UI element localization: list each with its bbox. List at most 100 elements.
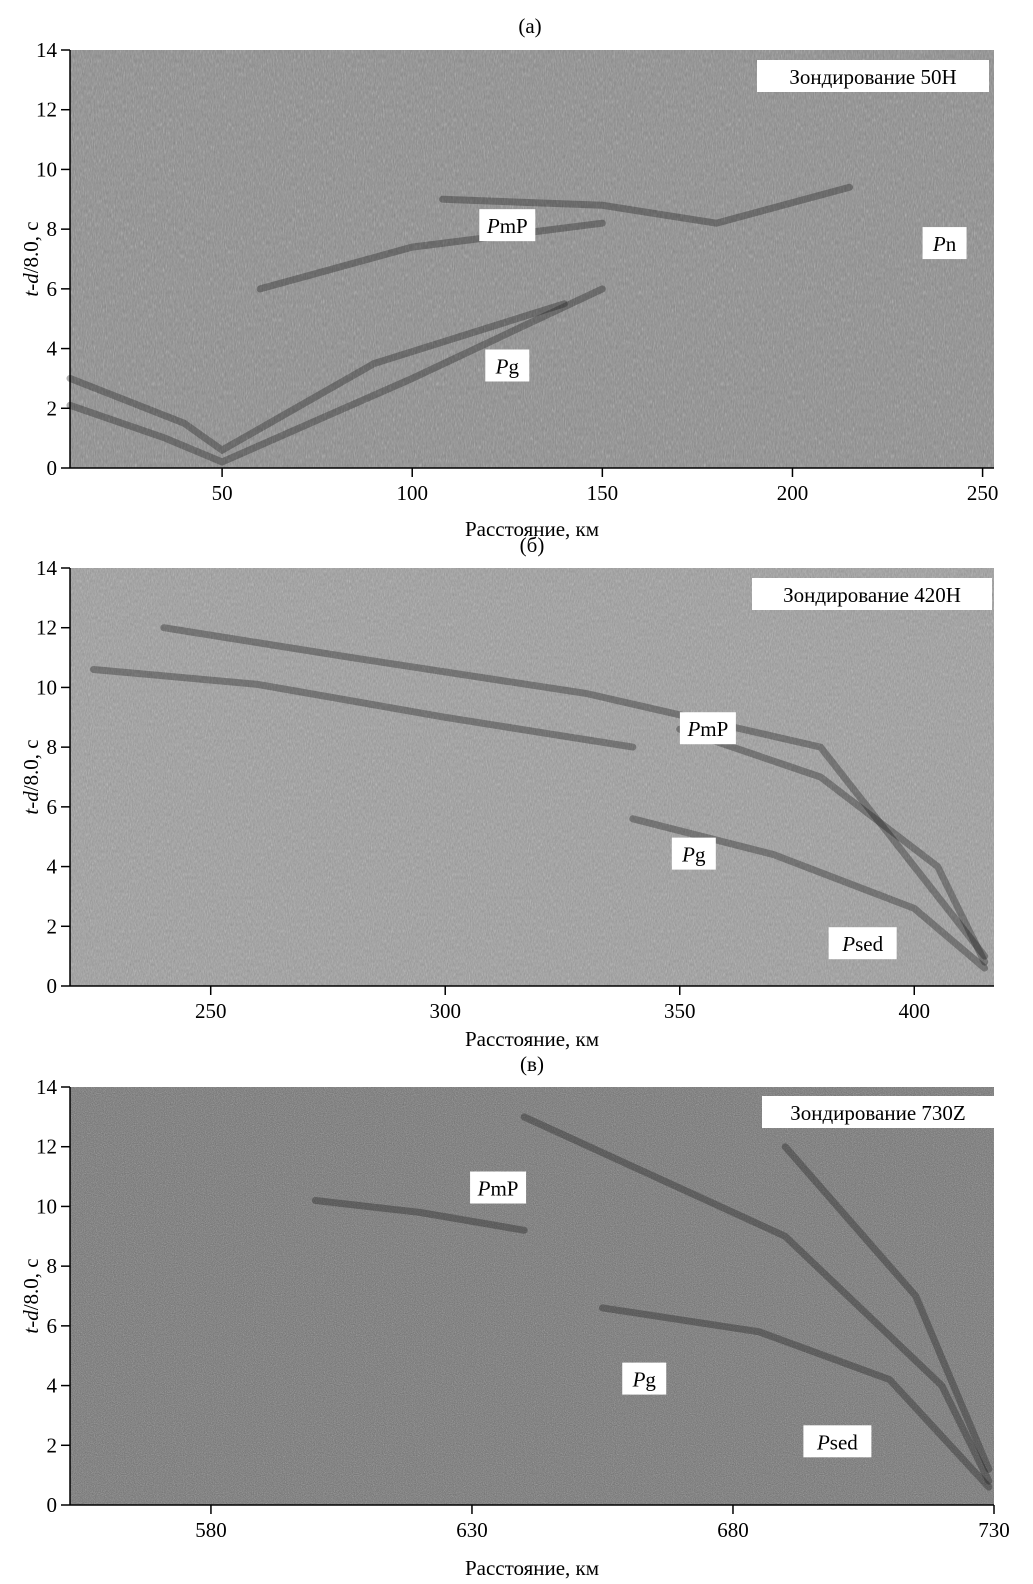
panel-b-station-text: Зондирование 420Н	[783, 583, 961, 607]
panel-a: (а) 50 100 150 200 250 0 2 4 6 8 10 12 14 Расстояни…	[19, 14, 998, 541]
panel-b-plot	[70, 568, 994, 986]
y-tick-label: 4	[47, 337, 58, 361]
svg-text:Pg: Pg	[632, 1368, 657, 1392]
panel-c-annotations: PmP Pg Psed	[470, 1171, 872, 1458]
panel-c-event-band	[520, 1113, 993, 1485]
panel-b: (б) 250 300 350 400 0 2 4 6 8 10 12 14 Расстояние,…	[19, 533, 994, 1051]
phase-label: Pn	[922, 227, 967, 260]
x-tick-label: 200	[777, 481, 809, 505]
panel-c-ylabel-t: t	[19, 1327, 43, 1334]
panel-b-ylabel-d: d	[19, 791, 43, 802]
panel-a-event-band	[256, 219, 606, 293]
x-tick-label: 50	[212, 481, 233, 505]
panel-c-x-ticks: 580 630 680 730	[195, 1505, 1010, 1542]
y-tick-label: 0	[47, 974, 58, 998]
y-tick-label: 6	[47, 795, 58, 819]
panel-c-x-axis-title: Расстояние, км	[465, 1556, 599, 1580]
panel-a-ylabel-t: t	[19, 290, 43, 297]
panel-c-plot	[70, 1087, 994, 1505]
panel-c-events	[311, 1113, 993, 1491]
y-tick-label: 14	[36, 38, 58, 62]
panel-c-ylabel-d: d	[19, 1310, 43, 1321]
panel-b-letter: (б)	[520, 533, 545, 557]
y-tick-label: 10	[36, 675, 57, 699]
y-tick-label: 4	[47, 1374, 58, 1398]
panel-b-y-axis-title: t-d/8.0, с	[19, 739, 43, 814]
y-tick-label: 6	[47, 1314, 58, 1338]
panel-b-event-band	[676, 725, 989, 966]
panel-c-letter: (в)	[520, 1052, 544, 1076]
panel-b-ylabel-t: t	[19, 808, 43, 815]
panel-c-ylabel-sep: -	[19, 1321, 43, 1328]
x-tick-label: 350	[664, 999, 696, 1023]
x-tick-label: 730	[978, 1518, 1010, 1542]
y-tick-label: 2	[47, 1433, 58, 1457]
x-tick-label: 250	[967, 481, 999, 505]
panel-a-plot	[66, 50, 994, 468]
panel-a-y-axis-title: t-d/8.0, с	[19, 221, 43, 296]
y-tick-label: 2	[47, 914, 58, 938]
panel-a-annotations: PmP Pg Pn	[479, 209, 967, 382]
phase-label: Pg	[671, 837, 716, 870]
svg-text:Psed: Psed	[816, 1430, 858, 1454]
x-tick-label: 150	[587, 481, 619, 505]
panel-b-event-band	[160, 624, 989, 960]
svg-text:PmP: PmP	[477, 1177, 519, 1201]
panel-b-event-band	[629, 815, 989, 972]
panel-a-letter: (а)	[518, 14, 541, 38]
y-tick-label: 10	[36, 157, 57, 181]
phase-label: Psed	[803, 1425, 872, 1458]
svg-text:Psed: Psed	[841, 932, 883, 956]
panel-c-station-text: Зондирование 730Z	[790, 1101, 966, 1125]
svg-text:Pg: Pg	[495, 354, 520, 378]
y-tick-label: 8	[47, 217, 58, 241]
panel-a-y-ticks: 0 2 4 6 8 10 12 14	[36, 38, 70, 480]
panel-a-ylabel-rest: /8.0, с	[19, 221, 43, 273]
phase-label: Pg	[622, 1362, 667, 1395]
panel-b-event-band	[90, 666, 637, 751]
panel-b-events	[90, 624, 989, 972]
y-tick-label: 6	[47, 277, 58, 301]
y-tick-label: 14	[36, 556, 58, 580]
panel-b-ylabel-rest: /8.0, с	[19, 739, 43, 791]
svg-text:Pg: Pg	[681, 843, 706, 867]
panel-c-event-band	[781, 1143, 993, 1473]
panel-a-ylabel-d: d	[19, 273, 43, 284]
svg-text:Pn: Pn	[932, 232, 957, 256]
panel-c-y-axis-title: t-d/8.0, с	[19, 1258, 43, 1333]
panel-a-ylabel-sep: -	[19, 284, 43, 291]
panel-c-event-band	[311, 1197, 528, 1234]
panel-c-station-label: Зондирование 730Z	[762, 1096, 994, 1128]
y-tick-label: 2	[47, 396, 58, 420]
y-tick-label: 8	[47, 735, 58, 759]
x-tick-label: 100	[396, 481, 428, 505]
x-tick-label: 250	[195, 999, 227, 1023]
panel-a-event-band	[439, 183, 853, 227]
panel-b-x-axis-title: Расстояние, км	[465, 1027, 599, 1051]
x-tick-label: 580	[195, 1518, 227, 1542]
y-tick-label: 12	[36, 1135, 57, 1159]
y-tick-label: 10	[36, 1194, 57, 1218]
phase-label: Pg	[485, 349, 530, 382]
y-tick-label: 0	[47, 1493, 58, 1517]
panel-b-ylabel-sep: -	[19, 802, 43, 809]
panel-a-station-text: Зондирование 50Н	[789, 65, 956, 89]
y-tick-label: 8	[47, 1254, 58, 1278]
x-tick-label: 630	[456, 1518, 488, 1542]
panel-a-x-axis-title: Расстояние, км	[465, 517, 599, 541]
panel-a-event-band	[66, 300, 568, 455]
panel-c: (в) 580 630 680 730 0 2 4 6 8 10 12 14 Расстояние,…	[19, 1052, 1010, 1580]
panel-c-y-ticks: 0 2 4 6 8 10 12 14	[36, 1075, 70, 1517]
panel-a-x-ticks: 50 100 150 200 250	[212, 468, 999, 505]
panel-a-events	[66, 183, 853, 466]
phase-label: Psed	[828, 927, 897, 960]
x-tick-label: 300	[429, 999, 461, 1023]
x-tick-label: 680	[717, 1518, 749, 1542]
phase-label: PmP	[679, 712, 736, 745]
y-tick-label: 12	[36, 616, 57, 640]
y-tick-label: 0	[47, 456, 58, 480]
phase-label: PmP	[479, 209, 536, 242]
panel-a-event-band	[66, 285, 606, 466]
panel-a-station-label: Зондирование 50Н	[757, 60, 989, 92]
